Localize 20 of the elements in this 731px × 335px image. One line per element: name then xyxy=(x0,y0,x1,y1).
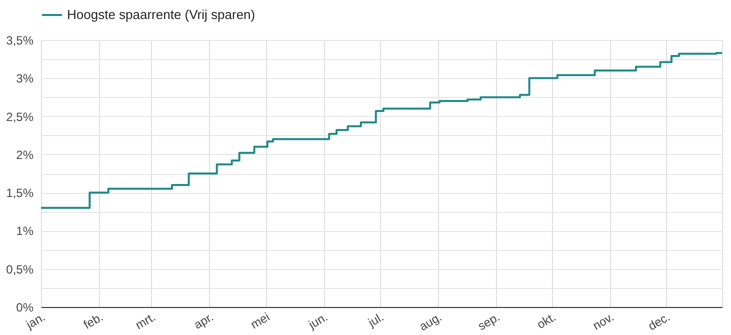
y-tick-label: 1,5% xyxy=(6,186,34,200)
x-tick-label: mei xyxy=(248,310,272,332)
x-tick-label: apr. xyxy=(192,310,216,332)
x-tick-label: mrt. xyxy=(132,310,158,332)
legend-label: Hoogste spaarrente (Vrij sparen) xyxy=(67,7,256,22)
y-tick-label: 0% xyxy=(16,300,34,314)
y-tick-label: 3,5% xyxy=(6,34,34,48)
y-tick-label: 2% xyxy=(16,148,34,162)
x-tick-label: feb. xyxy=(81,310,106,332)
y-tick-label: 0,5% xyxy=(6,262,34,276)
x-tick-label: jul. xyxy=(364,310,386,330)
x-tick-label: aug. xyxy=(416,310,444,334)
x-tick-label: dec. xyxy=(646,310,672,334)
y-tick-label: 1% xyxy=(16,224,34,238)
y-tick-label: 2,5% xyxy=(6,110,34,124)
x-tick-label: sep. xyxy=(475,310,502,334)
x-tick-label: okt. xyxy=(534,310,558,332)
y-tick-label: 3% xyxy=(16,72,34,86)
x-tick-label: nov. xyxy=(590,310,616,333)
x-tick-label: jun. xyxy=(305,310,330,332)
